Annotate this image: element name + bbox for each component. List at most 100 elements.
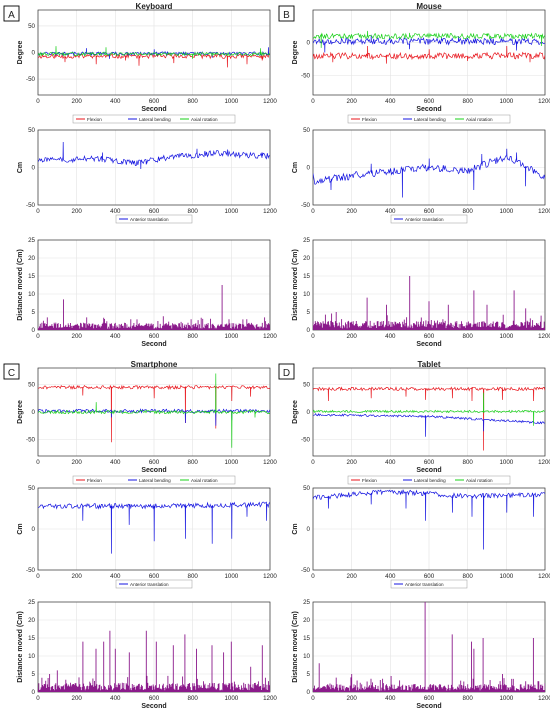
panel-b-chart-1: 0 200 400 600 800 1000 1200 -50 0 Second Degree Fle… (278, 2, 550, 124)
panel-b-chart-2-ylabel: Cm (292, 162, 299, 173)
panel-a-chart-1-xtick-label: 0 (36, 98, 40, 105)
panel-c-chart-2-legend-label: Anterior translation (130, 582, 169, 587)
panel-c-chart-3-xtick-label: 1200 (263, 695, 277, 702)
panel-b-chart-1-legend-label: Axial rotation (466, 117, 493, 122)
panel-b-chart-2-xtick-label: 0 (311, 208, 315, 215)
panel-d-chart-1-series-lateral-bending (313, 412, 545, 437)
panel-c-chart-3-xtick-label: 800 (188, 695, 199, 702)
panel-b-chart-3-ytick-label: 0 (307, 327, 311, 334)
panel-a-chart-1-xtick-label: 800 (188, 98, 199, 105)
panel-d-chart-2-xtick-label: 400 (385, 573, 396, 580)
panel-a-chart-2-ylabel: Cm (17, 162, 24, 173)
panel-b-chart-1-xtick-label: 600 (424, 98, 435, 105)
panel-c-chart-1-xtick-label: 600 (149, 459, 160, 466)
panel-a-chart-2-xtick-label: 0 (36, 208, 40, 215)
panel-d-chart-3-xtick-label: 0 (311, 695, 315, 702)
panel-c-chart-1-ylabel: Degree (17, 400, 24, 424)
panel-b-chart-1-xlabel: Second (416, 106, 441, 113)
panel-a-chart-2-series-anterior-translation (38, 141, 270, 170)
panel-b-chart-1-xtick-label: 800 (463, 98, 474, 105)
panel-b-chart-3-xtick-label: 800 (463, 333, 474, 340)
panel-b-chart-3-xtick-label: 1000 (499, 333, 513, 340)
panel-a-chart-1-legend-label: Lateral bending (139, 117, 171, 122)
panel-c-chart-3-xtick-label: 1000 (224, 695, 238, 702)
panel-d-chart-1: 0 200 400 600 800 1000 1200 -50 0 50 Second Degree F… (278, 360, 550, 485)
panel-b-chart-1-ytick-label: -50 (301, 72, 311, 79)
panel-a-chart-3-xtick-label: 1000 (224, 333, 238, 340)
panel-b-chart-3-xtick-label: 0 (311, 333, 315, 340)
panel-a-chart-1-ylabel: Degree (17, 41, 24, 65)
panel-b-chart-1-ylabel: Degree (292, 41, 299, 65)
panel-d-chart-2-series-anterior-translation (313, 489, 545, 550)
panel-a-chart-2-ytick-label: 50 (28, 127, 35, 134)
panel-c-chart-3-ytick-label: 5 (32, 671, 36, 678)
panel-b-chart-1-legend-label: Flexion (362, 117, 377, 122)
panel-c-chart-2-xtick-label: 800 (188, 573, 199, 580)
panel-d-chart-1-panel-letter-box (278, 363, 295, 380)
panel-d-chart-3-distance-bars (313, 602, 545, 692)
panel-d-chart-1-legend-label: Axial rotation (466, 478, 493, 483)
panel-c-chart-1-xtick-label: 0 (36, 459, 40, 466)
panel-c-chart-3-ylabel: Distance moved (Cm) (17, 611, 24, 683)
panel-c-chart-1-series-axial-rotation (38, 373, 270, 448)
panel-a-chart-1-xtick-label: 1200 (263, 98, 277, 105)
panel-d-chart-1-xtick-label: 1000 (499, 459, 513, 466)
panel-b-chart-3-xtick-label: 400 (385, 333, 396, 340)
panel-d-chart-3-ytick-label: 5 (307, 671, 311, 678)
panel-d-chart-3-xtick-label: 1200 (538, 695, 550, 702)
panel-d-chart-1-ytick-label: 0 (307, 409, 311, 416)
panel-b-chart-3: 0 200 400 600 800 1000 1200 0 5 10 15 20 25 Second Dis… (292, 237, 550, 348)
panel-c-chart-1-legend-label: Axial rotation (191, 478, 218, 483)
panel-title-a: Keyboard (136, 2, 173, 11)
panel-letter-d: D (283, 368, 290, 379)
panel-a-chart-2-legend-box (115, 214, 193, 224)
panel-c-chart-1: 0 200 400 600 800 1000 1200 -50 0 50 Second Degree F… (3, 360, 277, 485)
panel-b-chart-3-xtick-label: 200 (347, 333, 358, 340)
panel-b-chart-1-series-flexion (313, 45, 545, 64)
panel-d-chart-3-ytick-label: 20 (303, 617, 310, 624)
panel-b-chart-2-legend-box (390, 214, 468, 224)
panel-b-chart-2-axes-box (312, 129, 546, 206)
panel-c-chart-1-series-flexion (38, 384, 270, 443)
panel-a-chart-1-ytick-label: 0 (32, 50, 36, 57)
panel-a-chart-1-legend-label: Axial rotation (191, 117, 218, 122)
panel-a-chart-2-xtick-label: 1000 (224, 208, 238, 215)
panel-a-chart-2-xtick-label: 200 (72, 208, 83, 215)
panel-d-chart-2-ytick-label: 0 (307, 526, 311, 533)
panel-a-chart-2-ytick-label: 0 (32, 165, 36, 172)
panel-d-chart-3-ytick-label: 15 (303, 635, 310, 642)
panel-c-chart-1-panel-letter-box (3, 363, 20, 380)
panel-a-chart-3-ytick-label: 15 (28, 273, 35, 280)
panel-a-chart-3-distance-bars (38, 285, 270, 330)
panel-a-chart-1-xtick-label: 1000 (224, 98, 238, 105)
panel-d-chart-1-legend-label: Lateral bending (414, 478, 446, 483)
panel-d-chart-1-xtick-label: 800 (463, 459, 474, 466)
panel-c-chart-1-xtick-label: 1200 (263, 459, 277, 466)
panel-d-chart-1-ytick-label: -50 (301, 437, 311, 444)
panel-a-chart-2-ytick-label: -50 (26, 202, 36, 209)
panel-d-chart-3-xtick-label: 1000 (499, 695, 513, 702)
panel-d-chart-3-xlabel: Second (416, 703, 441, 710)
panel-a-chart-1-xtick-label: 600 (149, 98, 160, 105)
panel-b-chart-3-ytick-label: 5 (307, 309, 311, 316)
panel-c-chart-2-ytick-label: -50 (26, 567, 36, 574)
panel-c-chart-2-series-anterior-translation (38, 501, 270, 554)
panel-a-chart-3-xtick-label: 400 (110, 333, 121, 340)
panel-c-chart-3-xlabel: Second (141, 703, 166, 710)
panel-d-chart-3-ytick-label: 0 (307, 689, 311, 696)
panel-c-chart-1-ytick-label: 0 (32, 409, 36, 416)
panel-b-chart-2-xtick-label: 200 (347, 208, 358, 215)
panel-d-chart-3-xtick-label: 800 (463, 695, 474, 702)
panel-b-chart-1-axes-box (312, 9, 546, 96)
panel-b-chart-1-xtick-label: 200 (347, 98, 358, 105)
panel-d-chart-1-legend-box (347, 475, 511, 485)
panel-b-chart-3-xtick-label: 1200 (538, 333, 550, 340)
panel-c-chart-2-xtick-label: 1000 (224, 573, 238, 580)
panel-a-chart-3: 0 200 400 600 800 1000 1200 0 5 10 15 20 25 Second Dis… (17, 237, 277, 348)
panel-a-chart-2-legend-label: Anterior translation (130, 217, 169, 222)
panel-c-chart-1-ytick-label: 50 (28, 382, 35, 389)
